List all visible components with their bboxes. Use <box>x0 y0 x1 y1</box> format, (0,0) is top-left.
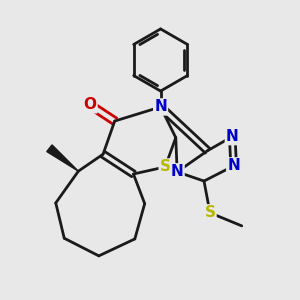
Text: N: N <box>171 164 184 179</box>
Text: N: N <box>154 99 167 114</box>
Text: O: O <box>83 97 97 112</box>
Text: N: N <box>227 158 240 173</box>
Text: S: S <box>160 159 171 174</box>
Polygon shape <box>47 145 78 171</box>
Text: N: N <box>226 129 239 144</box>
Text: S: S <box>205 205 215 220</box>
